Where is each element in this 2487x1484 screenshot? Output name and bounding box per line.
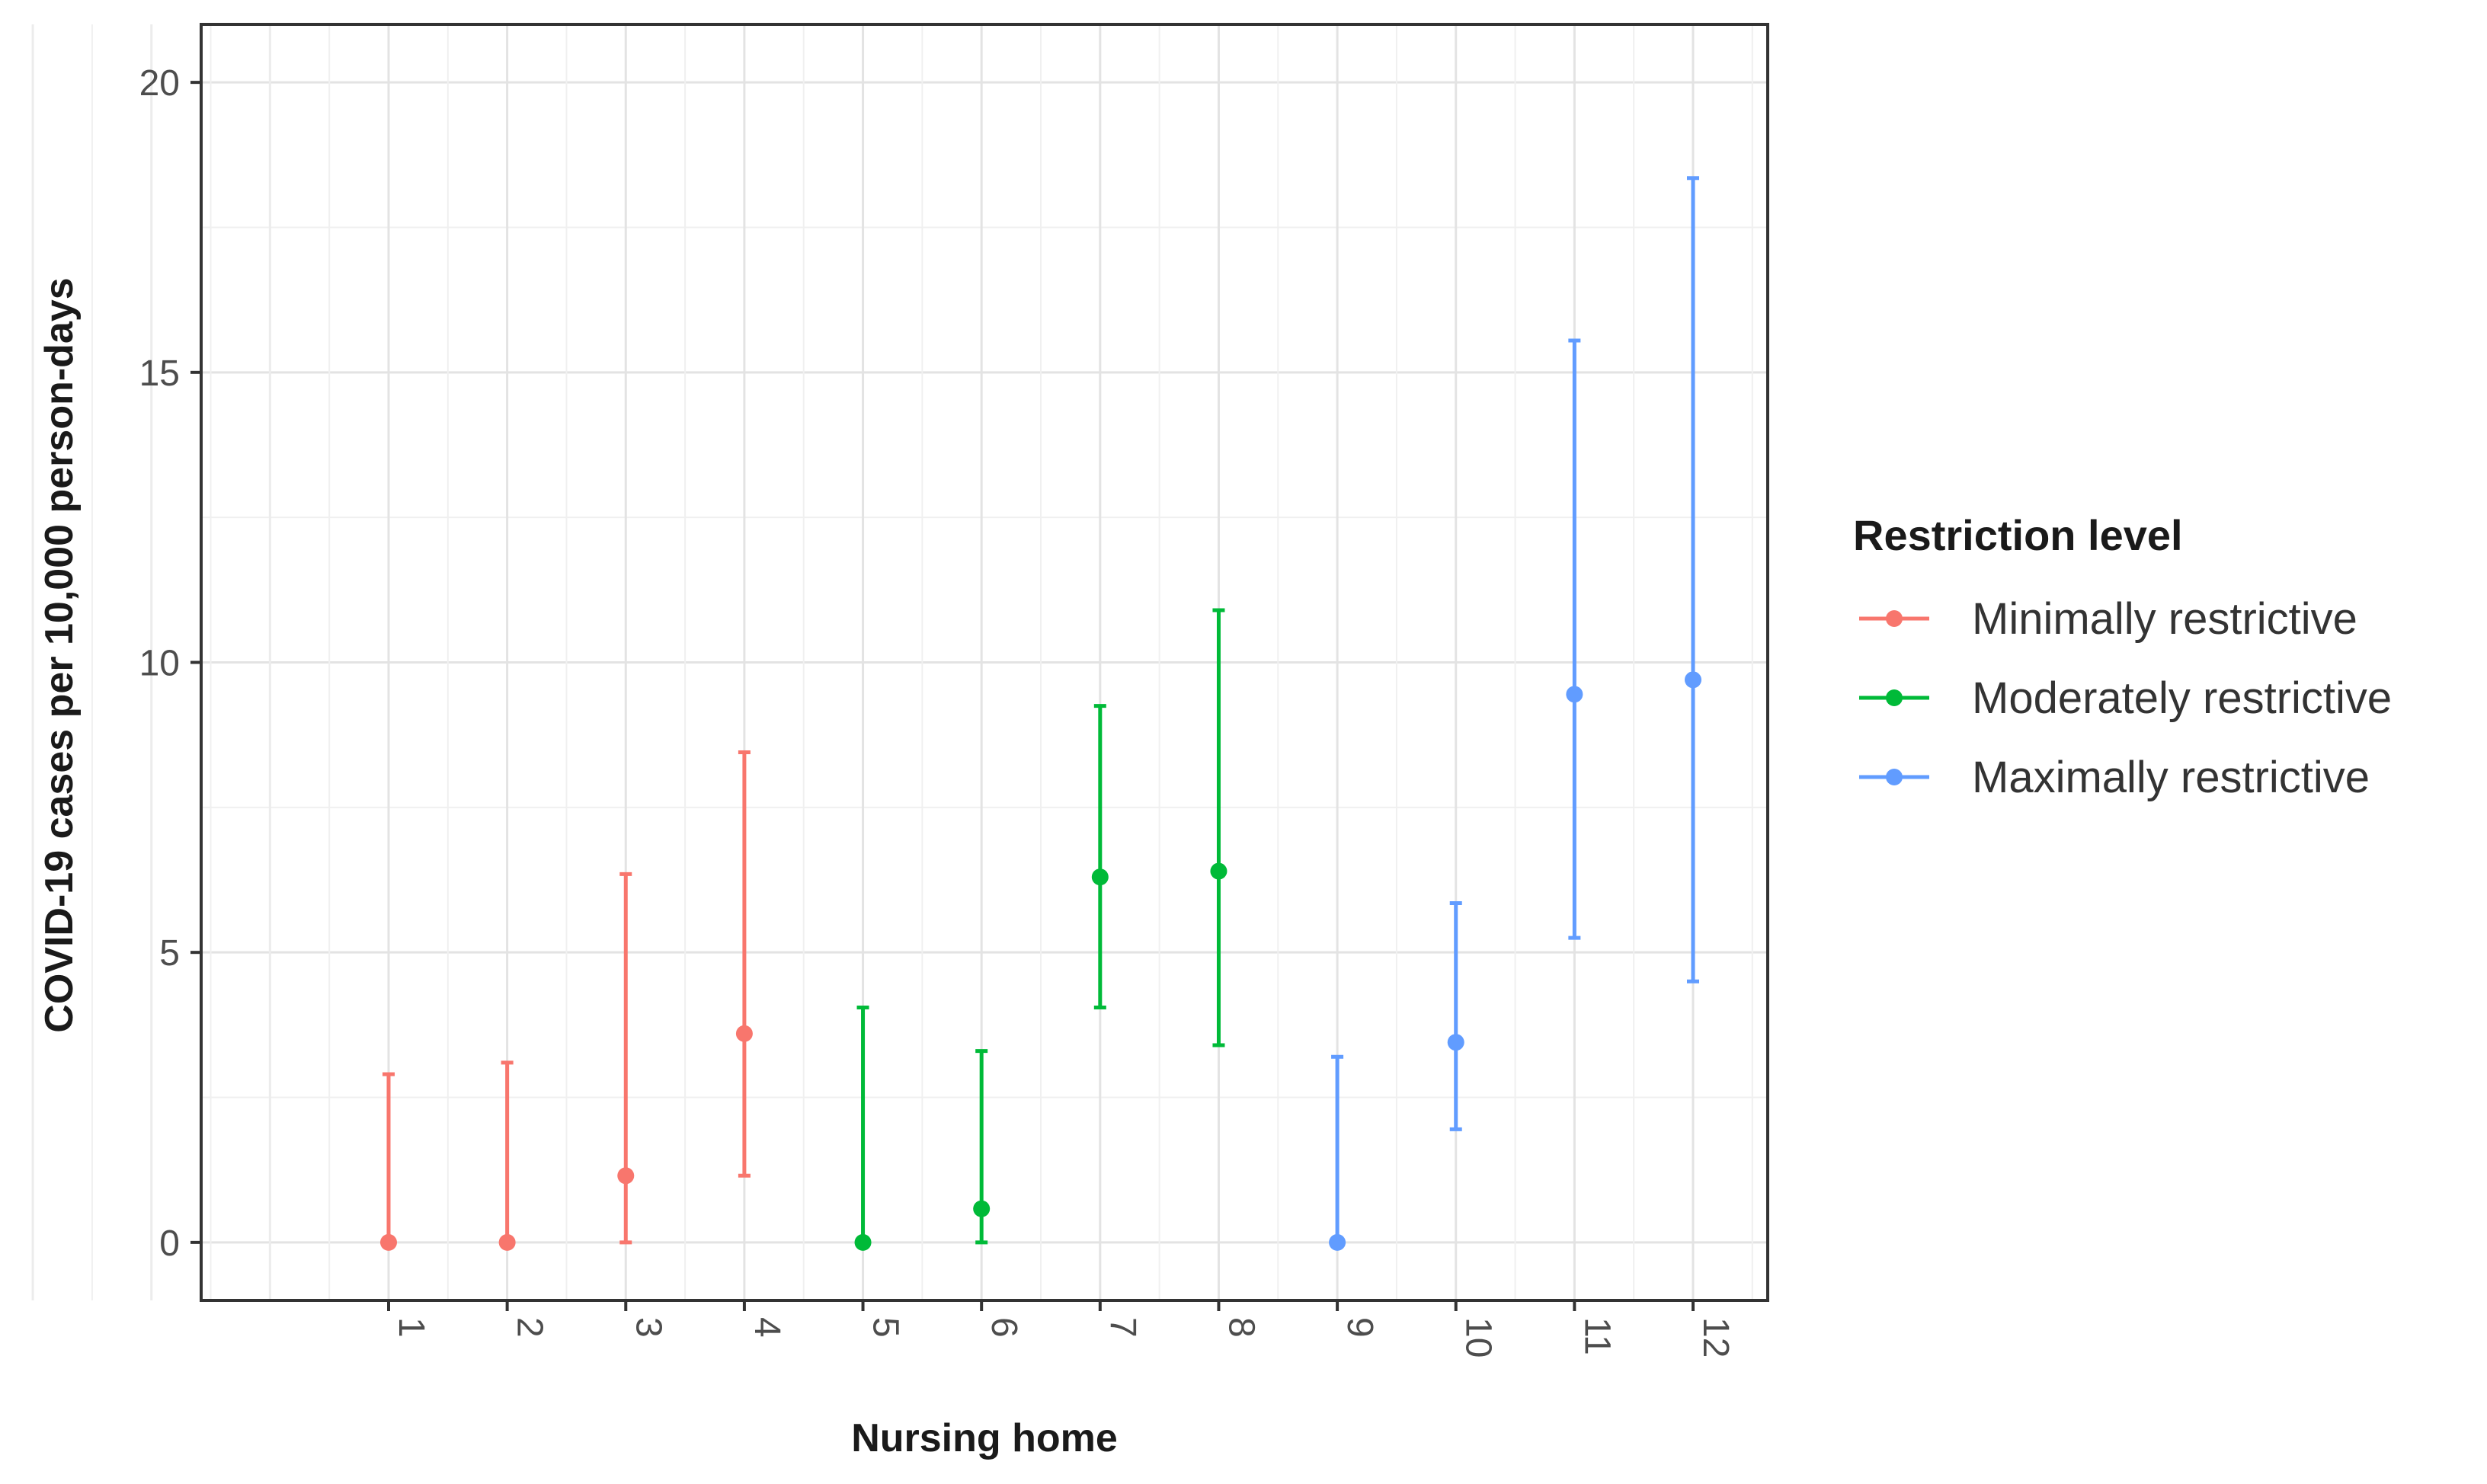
data-point <box>1091 868 1109 886</box>
y-tick-label: 20 <box>139 63 180 104</box>
legend-item: Moderately restrictive <box>1859 673 2392 723</box>
x-tick-label: 10 <box>1458 1317 1499 1358</box>
legend-key-point <box>1886 689 1903 706</box>
x-tick-label: 5 <box>866 1317 906 1338</box>
data-point <box>617 1167 635 1185</box>
series-group <box>1329 176 1701 1251</box>
x-tick-label: 2 <box>510 1317 550 1338</box>
y-tick-label: 15 <box>139 353 180 394</box>
y-tick-label: 5 <box>159 933 180 974</box>
x-axis-title: Nursing home <box>851 1416 1118 1460</box>
x-tick-label: 3 <box>628 1317 668 1338</box>
x-tick-label: 1 <box>391 1317 431 1338</box>
x-tick-label: 9 <box>1340 1317 1380 1338</box>
data-point <box>1685 671 1701 689</box>
chart-marks <box>380 176 1701 1251</box>
y-axis-title: COVID-19 cases per 10,000 person-days <box>37 277 82 1032</box>
y-axis: 0 5 10 15 20 <box>139 63 201 1264</box>
data-point <box>380 1233 397 1251</box>
legend-label: Maximally restrictive <box>1972 753 2370 802</box>
legend-key-point <box>1886 769 1903 785</box>
x-axis: 1 2 3 4 5 6 7 8 9 10 11 12 <box>387 1300 1736 1358</box>
legend-title: Restriction level <box>1853 511 2183 559</box>
legend-key-point <box>1886 610 1903 627</box>
legend-item: Minimally restrictive <box>1859 594 2357 644</box>
legend-label: Minimally restrictive <box>1972 594 2357 644</box>
series-group <box>854 608 1227 1251</box>
data-point <box>735 1025 753 1042</box>
x-tick-label: 6 <box>984 1317 1024 1338</box>
y-tick-label: 10 <box>139 644 180 684</box>
data-point <box>973 1200 991 1217</box>
data-point <box>498 1233 516 1251</box>
data-point <box>854 1233 872 1251</box>
data-point <box>1447 1034 1464 1051</box>
x-tick-label: 7 <box>1103 1317 1143 1338</box>
legend-item: Maximally restrictive <box>1859 753 2370 802</box>
y-tick-label: 0 <box>159 1223 180 1264</box>
x-tick-label: 12 <box>1695 1317 1736 1358</box>
series-group <box>380 750 753 1251</box>
x-tick-label: 11 <box>1576 1317 1617 1355</box>
x-tick-label: 4 <box>747 1317 787 1338</box>
data-point <box>1329 1233 1346 1251</box>
legend-label: Moderately restrictive <box>1972 673 2392 723</box>
legend: Restriction level Minimally restrictiveM… <box>1853 511 2392 802</box>
data-point <box>1566 686 1583 703</box>
x-tick-label: 8 <box>1221 1317 1261 1338</box>
data-point <box>1210 862 1227 880</box>
legend-items: Minimally restrictive Moderately restrict… <box>1859 594 2392 802</box>
